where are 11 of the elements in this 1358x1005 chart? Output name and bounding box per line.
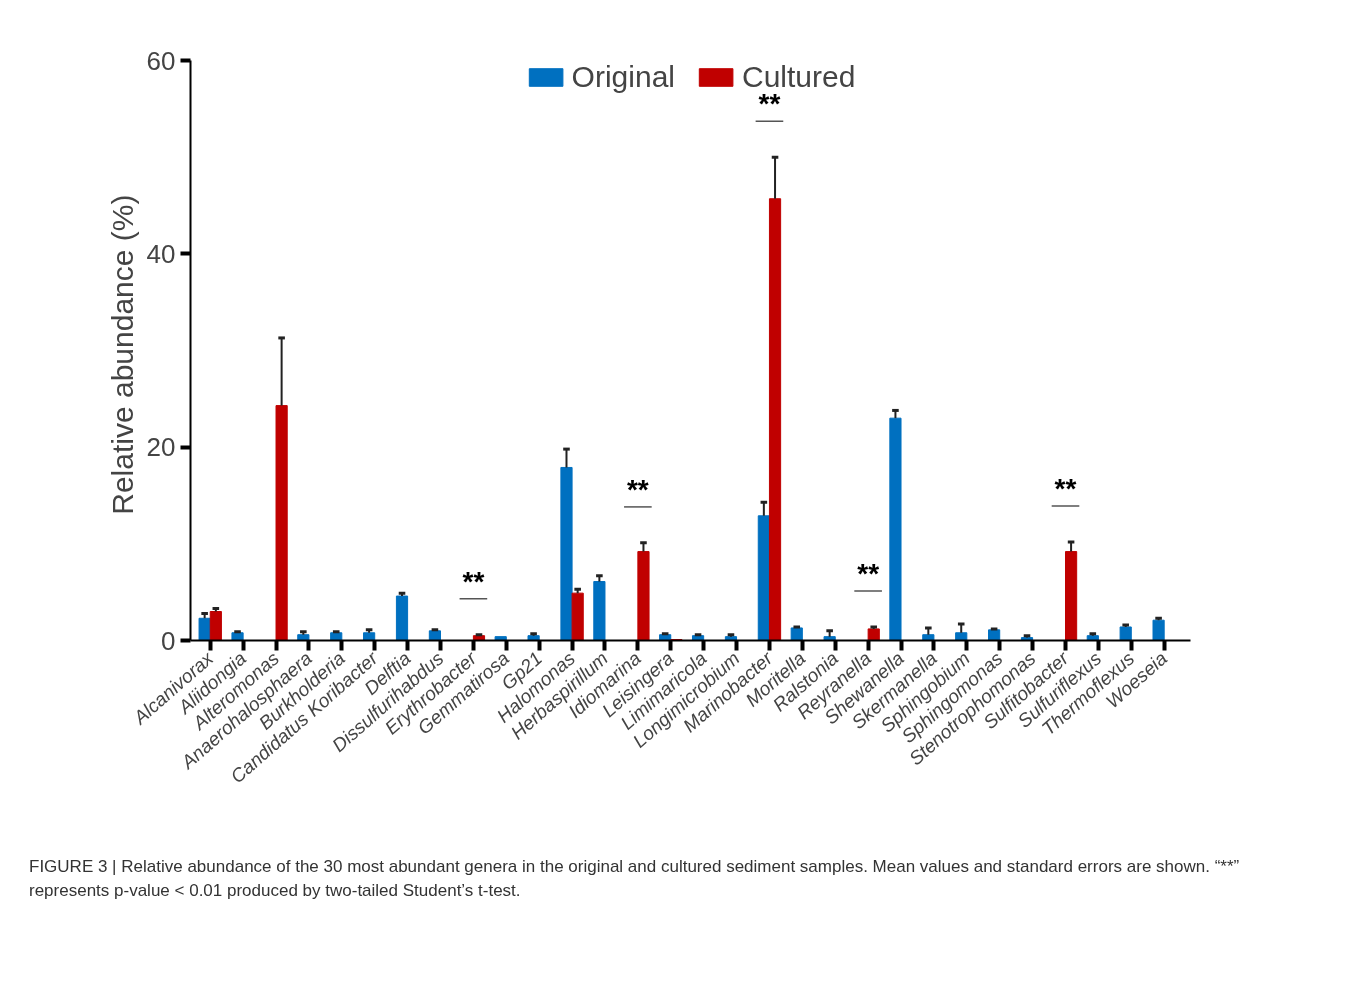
y-tick-label: 20	[146, 432, 176, 463]
y-tick-label: 40	[146, 238, 176, 269]
y-axis-title: Relative abundance (%)	[105, 194, 139, 515]
annotation: **	[857, 558, 880, 590]
y-tick-label: 60	[146, 45, 176, 76]
annotation: **	[1054, 472, 1077, 504]
legend-label: Original	[571, 60, 675, 94]
annotation: **	[626, 473, 649, 505]
caption: FIGURE 3 | Relative abundance of the 30 most abundant genera in the original and cultured sediment samples. Mean values and standard errors are shown. “**” represents p-value < 0.01 produced by two-tailed Student’s t-test.	[29, 856, 1241, 903]
annotation: **	[462, 565, 485, 597]
y-tick-label: 0	[161, 625, 176, 656]
